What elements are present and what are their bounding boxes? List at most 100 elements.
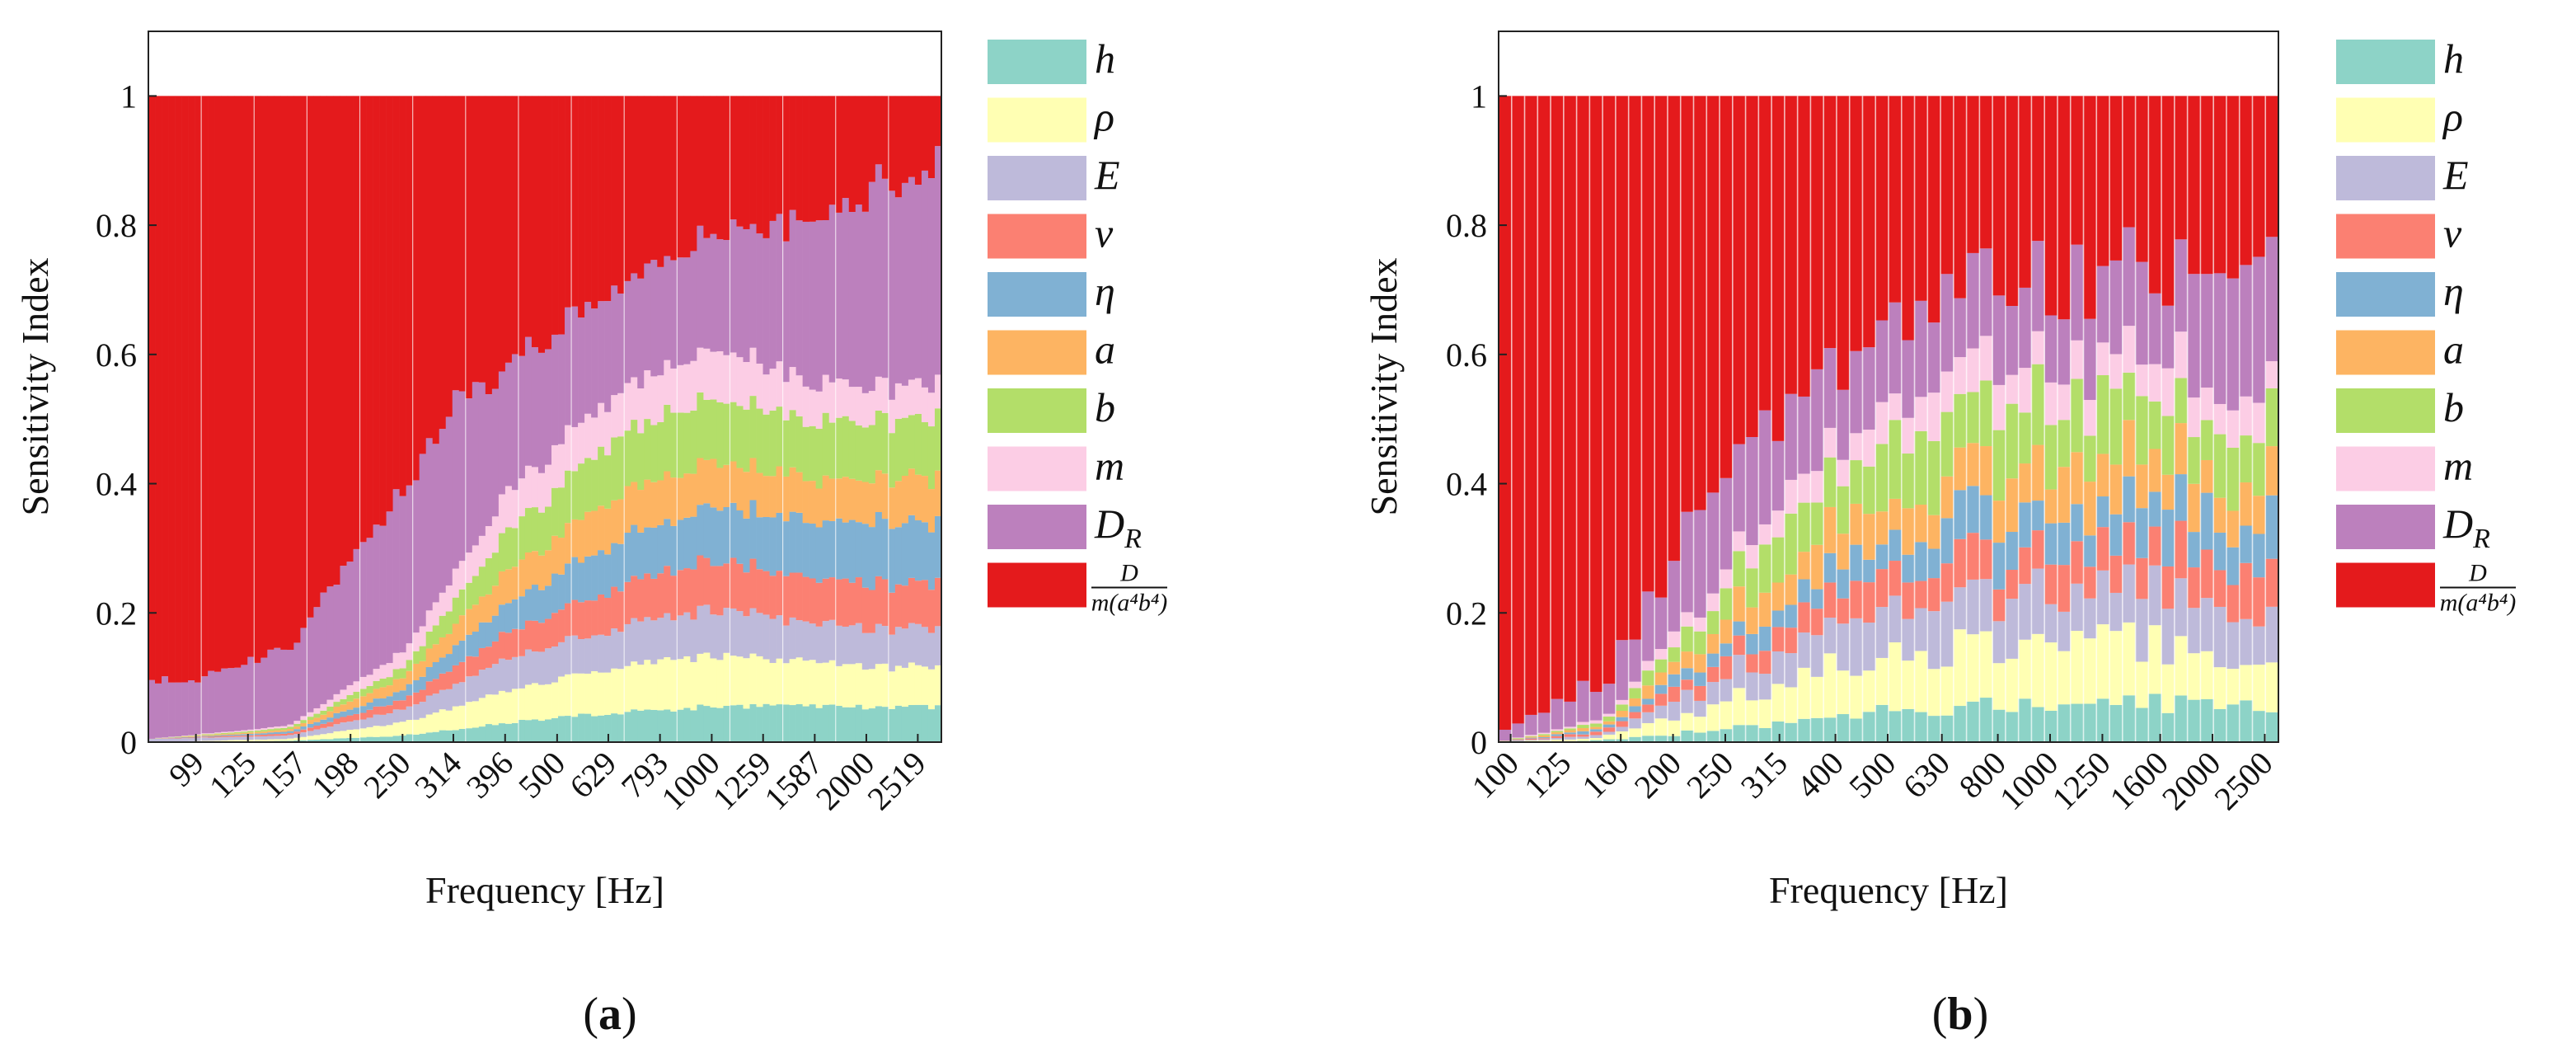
- bar-segment-E: [743, 616, 750, 659]
- bar-segment-DR: [228, 668, 235, 732]
- bar-segment-D: [716, 96, 724, 240]
- bar-segment-b: [1551, 731, 1565, 733]
- bar-segment-a: [815, 488, 823, 528]
- bar-segment-b: [346, 694, 354, 702]
- bar-segment-nu: [1732, 635, 1746, 656]
- bar-segment-b: [2135, 396, 2149, 465]
- bar-segment-b: [637, 433, 645, 491]
- bar-segment-D: [537, 96, 546, 353]
- bar-segment-eta: [406, 684, 413, 696]
- bar-segment-D: [749, 96, 757, 224]
- bar-segment-rho: [524, 684, 533, 721]
- bar-segment-nu: [201, 736, 209, 738]
- legend-label-rho: ρ: [1093, 94, 1114, 140]
- bar-segment-E: [1680, 689, 1694, 713]
- bar-segment-nu: [1940, 563, 1954, 602]
- bar-segment-D: [458, 96, 467, 392]
- bar-segment-eta: [835, 518, 843, 580]
- bar-segment-nu: [1628, 712, 1642, 719]
- bar-segment-E: [2122, 564, 2136, 623]
- bar-segment-m: [518, 478, 526, 517]
- bar-segment-a: [888, 487, 896, 529]
- bar-segment-m: [1667, 631, 1682, 648]
- bar-segment-E: [2239, 618, 2253, 665]
- bar-segment-b: [683, 412, 691, 474]
- bar-segment-a: [551, 535, 559, 574]
- bar-segment-b: [353, 691, 360, 699]
- bar-segment-eta: [458, 640, 467, 662]
- bar-segment-rho: [835, 665, 843, 707]
- bar-segment-h: [2239, 700, 2253, 742]
- legend-label-E: E: [1094, 152, 1120, 198]
- y-ticks-a: 00.20.40.60.81: [96, 78, 157, 761]
- bar-segment-a: [1641, 685, 1655, 699]
- bar-segment-h: [498, 723, 506, 742]
- bar-segment-E: [848, 625, 856, 665]
- bar-segment-eta: [254, 733, 261, 736]
- bar-segment-DR: [730, 219, 737, 353]
- bar-segment-h: [1615, 739, 1629, 742]
- bar-segment-h: [320, 739, 327, 742]
- bar-segment-m: [254, 729, 261, 731]
- bar-segment-DR: [406, 485, 413, 644]
- bar-segment-m: [1706, 593, 1720, 612]
- bar-segment-nu: [1524, 738, 1538, 740]
- bar-segment-eta: [743, 518, 750, 573]
- bar-segment-eta: [1576, 731, 1590, 735]
- bar-segment-D: [188, 96, 195, 681]
- bar-segment-nu: [491, 641, 500, 665]
- bar-segment-D: [861, 96, 870, 212]
- bar-segment-E: [637, 621, 645, 665]
- bar-segment-D: [558, 96, 565, 335]
- bar-segment-a: [247, 732, 255, 734]
- bar-segment-eta: [280, 731, 288, 734]
- bar-segment-h: [908, 705, 916, 742]
- bar-segment-a: [399, 678, 406, 691]
- bar-segment-m: [611, 395, 618, 438]
- bar-segment-rho: [280, 739, 288, 741]
- bar-segment-rho: [221, 740, 228, 742]
- bar-segment-E: [631, 618, 638, 662]
- bar-segment-D: [254, 96, 261, 663]
- bar-segment-E: [571, 635, 579, 674]
- bar-segment-m: [425, 610, 434, 632]
- bar-segment-D: [1992, 96, 2006, 296]
- bar-segment-D: [545, 96, 552, 350]
- bar-segment-m: [756, 363, 763, 409]
- bar-segment-h: [802, 706, 809, 742]
- bar-segment-b: [802, 426, 809, 482]
- bar-segment-eta: [439, 657, 447, 674]
- bar-segment-m: [591, 417, 598, 460]
- bar-segment-eta: [644, 527, 651, 574]
- bar-segment-nu: [591, 600, 598, 636]
- bar-segment-D: [1875, 96, 1889, 321]
- legend-swatch-E: [988, 156, 1086, 200]
- bar-segment-eta: [591, 555, 598, 601]
- bar-segment-nu: [670, 576, 678, 621]
- bar-segment-nu: [1875, 569, 1889, 608]
- bar-segment-D: [148, 96, 156, 680]
- bar-segment-E: [373, 714, 380, 726]
- bar-segment-h: [472, 727, 480, 742]
- bar-segment-E: [2200, 598, 2214, 651]
- bar-segment-m: [2187, 397, 2201, 438]
- bar-segment-rho: [254, 739, 261, 741]
- bar-segment-nu: [1720, 656, 1734, 679]
- bar-segment-eta: [379, 698, 387, 707]
- bar-segment-DR: [1823, 348, 1837, 428]
- bar-segment-a: [386, 685, 393, 697]
- bar-segment-DR: [881, 178, 889, 378]
- bar-segment-b: [1693, 631, 1707, 655]
- bar-segment-rho: [439, 709, 447, 731]
- bar-segment-rho: [1628, 728, 1642, 737]
- bar-segment-nu: [604, 597, 612, 637]
- bar-segment-D: [1499, 96, 1513, 730]
- bar-segment-rho: [815, 663, 823, 708]
- bar-segment-nu: [208, 736, 215, 738]
- bar-segment-a: [1524, 736, 1538, 738]
- bar-segment-nu: [650, 578, 658, 621]
- bar-segment-h: [558, 716, 565, 742]
- bar-segment-D: [2174, 96, 2188, 240]
- bar-segment-nu: [888, 592, 896, 635]
